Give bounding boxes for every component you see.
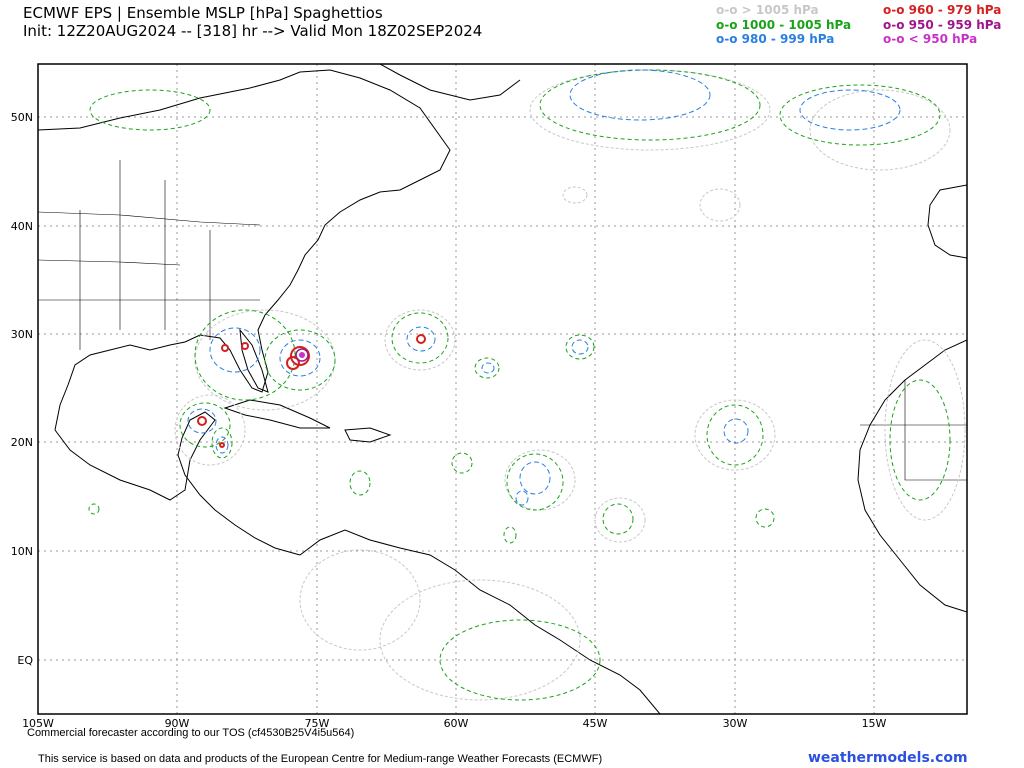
hispaniola-outline <box>344 427 392 443</box>
lat-label: EQ <box>17 654 33 667</box>
graticule <box>38 64 967 714</box>
central-america-coast <box>54 411 301 556</box>
lon-label: 60W <box>444 717 469 730</box>
coastlines <box>38 64 967 714</box>
tos-notice: Commercial forecaster according to our T… <box>27 727 355 739</box>
legend-marker: o-o <box>883 3 905 17</box>
lat-label: 10N <box>11 545 33 558</box>
legend-marker: o-o <box>716 17 738 32</box>
legend-item-1000-1005: o-o 1000 - 1005 hPa <box>716 18 851 33</box>
g980-999-contours <box>187 69 901 506</box>
legend-item-lt950: o-o < 950 hPa <box>883 32 1001 47</box>
legend-label: > 1005 hPa <box>741 3 819 17</box>
north-america-coast <box>38 69 451 431</box>
legend-label: 960 - 979 hPa <box>908 3 1002 17</box>
gt1005-contours <box>174 69 966 701</box>
g950-959-centers <box>295 348 309 362</box>
legend-label: < 950 hPa <box>908 32 978 46</box>
g1000-1005-contours <box>88 69 951 701</box>
lt950-centers <box>299 352 305 358</box>
lat-label: 20N <box>11 436 33 449</box>
legend-item-950-959: o-o 950 - 959 hPa <box>883 18 1001 33</box>
g960-979-centers <box>197 334 426 448</box>
canada-coast <box>379 64 521 101</box>
legend-right: o-o 960 - 979 hPa o-o 950 - 959 hPa o-o … <box>883 3 1001 47</box>
cuba-outline <box>223 399 331 429</box>
legend-label: 1000 - 1005 hPa <box>741 17 852 32</box>
legend-label: 980 - 999 hPa <box>741 32 835 46</box>
chart-title: ECMWF EPS | Ensemble MSLP [hPa] Spaghett… <box>23 4 383 22</box>
political-borders <box>38 160 967 481</box>
lat-labels: 50N 40N 30N 20N 10N EQ <box>11 111 34 667</box>
legend-label: 950 - 959 hPa <box>908 17 1002 32</box>
south-america-coast <box>299 529 661 714</box>
lon-label: 45W <box>583 717 608 730</box>
legend-marker: o-o <box>883 17 905 32</box>
legend-marker: o-o <box>716 3 738 17</box>
lon-label: 75W <box>305 717 330 730</box>
map-frame <box>37 63 968 715</box>
map-area <box>38 64 967 714</box>
lon-label: 30W <box>723 717 748 730</box>
lat-label: 40N <box>11 220 33 233</box>
legend-item-960-979: o-o 960 - 979 hPa <box>883 3 1001 18</box>
legend-marker: o-o <box>716 32 738 46</box>
legend-item-gt1005: o-o > 1005 hPa <box>716 3 851 18</box>
iberia-coast <box>927 184 967 259</box>
legend-marker: o-o <box>883 32 905 46</box>
ecmwf-credit: This service is based on data and produc… <box>38 753 603 765</box>
chart-subtitle: Init: 12Z20AUG2024 -- [318] hr --> Valid… <box>23 22 483 40</box>
legend-left: o-o > 1005 hPa o-o 1000 - 1005 hPa o-o 9… <box>716 3 851 47</box>
florida-outline <box>239 328 269 393</box>
lon-label: 15W <box>862 717 887 730</box>
lat-label: 30N <box>11 328 33 341</box>
lon-labels: 105W 90W 75W 60W 45W 30W 15W <box>22 717 886 730</box>
legend-item-980-999: o-o 980 - 999 hPa <box>716 32 851 47</box>
africa-coast <box>857 339 967 613</box>
lon-label: 105W <box>22 717 54 730</box>
lat-label: 50N <box>11 111 33 124</box>
site-link[interactable]: weathermodels.com <box>808 750 968 766</box>
lon-label: 90W <box>165 717 190 730</box>
